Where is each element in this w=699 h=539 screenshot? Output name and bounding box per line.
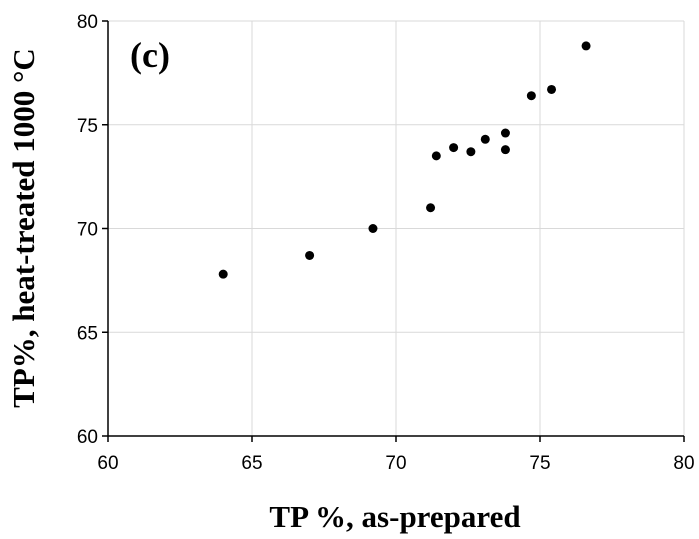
data-point [466,147,476,157]
x-axis-title: TP %, as-prepared [269,499,520,534]
panel-label: (c) [130,35,170,75]
data-point [526,91,536,101]
tick-labels: 60 65 70 75 80 60 65 70 75 80 [77,12,695,474]
y-tick-label: 60 [77,427,98,448]
data-point [547,84,557,94]
data-point [449,143,459,153]
data-point [426,203,436,213]
y-tick-label: 70 [77,220,98,241]
y-tick-label: 80 [77,12,98,33]
y-tick-label: 65 [77,323,98,344]
grid-lines [107,20,685,437]
x-tick-label: 70 [385,453,406,474]
x-tick-label: 80 [673,453,694,474]
data-point [581,41,591,51]
data-point [500,128,510,138]
y-tick-label: 75 [77,116,98,137]
data-point [500,145,510,155]
x-tick-label: 75 [529,453,550,474]
data-point [368,224,378,233]
y-axis-title: TP%, heat-treated 1000 °C [6,48,41,408]
data-point [431,151,441,161]
data-point [480,134,490,144]
x-tick-label: 60 [97,453,118,474]
axes [102,20,685,442]
data-point [305,250,315,260]
data-points [218,41,591,279]
x-tick-label: 65 [241,453,262,474]
data-point [218,269,228,279]
